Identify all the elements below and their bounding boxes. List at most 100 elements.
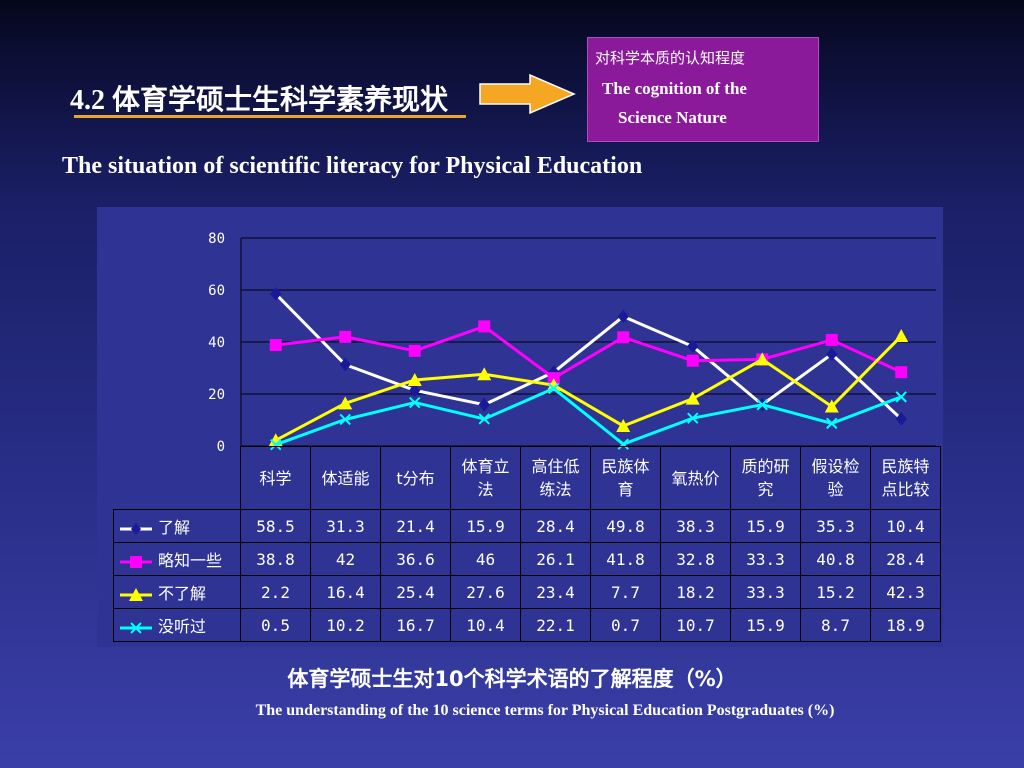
category-label-line: 民族体: [601, 457, 650, 476]
data-point: [617, 309, 629, 324]
table-cell: 25.4: [380, 575, 451, 609]
chart-caption-cn: 体育学硕士生对10个科学术语的了解程度（%）: [287, 667, 737, 691]
chart-caption-en: The understanding of the 10 science term…: [255, 702, 835, 719]
table-corner-cell: [113, 446, 241, 510]
table-cell: 36.6: [380, 542, 451, 576]
data-point: [339, 357, 351, 372]
table-cell: 38.3: [660, 509, 731, 543]
data-point: [478, 413, 490, 425]
legend-label: 没听过: [158, 617, 207, 636]
data-point: [269, 339, 282, 352]
category-label-line: 体育立: [461, 457, 510, 476]
data-point: [756, 398, 768, 411]
table-cell: 23.4: [520, 575, 591, 609]
table-header-row: 科学 体适能 t分布 体育立法高住低 练法 民族体育氧热价 质的研究假设检验民族特 点比较: [113, 446, 941, 510]
data-point: [824, 399, 839, 413]
callout-box: 对科学本质的认知程度 The cognition of the Science …: [587, 37, 819, 142]
data-point: [686, 354, 699, 367]
legend-marker: [129, 587, 143, 601]
category-label-line: 假设检: [811, 457, 860, 476]
table-cell: 18.2: [660, 575, 731, 609]
table-cell: 15.9: [730, 509, 801, 543]
table-cell: 28.4: [870, 542, 941, 576]
series-line-3: [275, 386, 902, 447]
data-point: [478, 397, 490, 412]
data-point: [339, 413, 351, 426]
category-label-line: t分布: [396, 468, 435, 488]
y-tick-label: 60: [208, 283, 225, 299]
data-point: [895, 366, 908, 379]
table-cell: 10.2: [310, 608, 381, 642]
legend-swatch: [120, 621, 152, 634]
category-label: 高住低 练法: [520, 446, 591, 510]
data-point: [546, 378, 561, 392]
category-label-line: 练法: [539, 480, 572, 499]
legend-label: 不了解: [158, 584, 207, 603]
table-cell: 10.4: [870, 509, 941, 543]
data-point: [825, 333, 838, 346]
data-point: [826, 417, 838, 430]
callout-cn-text: 对科学本质的认知程度: [595, 49, 746, 67]
data-table: 科学 体适能 t分布 体育立法高住低 练法 民族体育氧热价 质的研究假设检验民族特 点比较 了…: [113, 446, 941, 642]
legend-label: 了解: [158, 518, 191, 537]
category-label: 体适能: [310, 446, 381, 510]
table-cell: 46: [450, 542, 521, 576]
legend-marker: [130, 621, 142, 634]
category-label-line: 氧热价: [671, 468, 720, 488]
table-cell: 10.7: [660, 608, 731, 642]
category-label-line: 科学: [259, 468, 292, 488]
table-cell: 18.9: [870, 608, 941, 642]
table-cell: 0.7: [590, 608, 661, 642]
data-point: [755, 352, 770, 366]
data-point: [687, 412, 699, 424]
table-cell: 42.3: [870, 575, 941, 609]
legend-entry: 了解: [113, 509, 241, 543]
category-label-line: 体适能: [321, 468, 370, 488]
table-cell: 33.3: [730, 542, 801, 576]
data-point: [895, 412, 907, 426]
table-cell: 22.1: [520, 608, 591, 642]
table-cell: 0.5: [240, 608, 311, 642]
legend-swatch: [120, 587, 152, 601]
legend-entry: 略知一些: [113, 542, 241, 576]
y-tick-label: 20: [208, 387, 225, 403]
data-point: [478, 320, 491, 333]
table-cell: 28.4: [520, 509, 591, 543]
table-cell: 10.4: [450, 608, 521, 642]
table-cell: 16.4: [310, 575, 381, 609]
table-cell: 27.6: [450, 575, 521, 609]
category-label: 体育立法: [450, 446, 521, 510]
table-cell: 16.7: [380, 608, 451, 642]
table-cell: 15.9: [450, 509, 521, 543]
category-label-line: 质的研: [741, 457, 790, 476]
legend-swatch: [120, 522, 152, 535]
data-point: [407, 372, 422, 386]
data-point: [617, 331, 630, 344]
series-line-2: [275, 334, 903, 442]
category-label-line: 育: [617, 480, 634, 499]
category-label-line: 民族特: [881, 457, 930, 476]
page-title: 4.2 体育学硕士生科学素养现状: [70, 85, 449, 116]
table-cell: 8.7: [800, 608, 871, 642]
data-point: [616, 418, 631, 432]
page-subtitle: The situation of scientific literacy for…: [62, 153, 643, 179]
title-underline: [74, 115, 466, 118]
series-line-0: [274, 292, 903, 421]
table-cell: 31.3: [310, 509, 381, 543]
data-point: [894, 329, 909, 343]
series-line-1: [275, 324, 902, 380]
category-label-line: 究: [757, 480, 774, 499]
table-row: 没听过 0.5 10.2 16.7 10.4 22.1 0.7 10.7 15.9 8.7 18.9: [113, 608, 941, 642]
table-cell: 26.1: [520, 542, 591, 576]
table-cell: 40.8: [800, 542, 871, 576]
chart-panel: 80 60 40 20 0 科学 体适能 t分布 体育立法高住低 练法 民族体育 氧热价 质的研究 假设…: [97, 207, 943, 647]
category-label: 民族特 点比较: [870, 446, 941, 510]
table-cell: 15.9: [730, 608, 801, 642]
table-cell: 35.3: [800, 509, 871, 543]
table-cell: 15.2: [800, 575, 871, 609]
table-row: 不了解 2.2 16.4 25.4 27.6 23.4 7.7 18.2 33.3 15.2 42.…: [113, 575, 941, 609]
data-point: [477, 367, 492, 381]
table-row: 了解 58.5 31.3 21.4 15.9 28.4 49.8 38.3 15.9 35.3 10…: [113, 509, 941, 543]
callout-en-line2: Science Nature: [618, 108, 727, 127]
